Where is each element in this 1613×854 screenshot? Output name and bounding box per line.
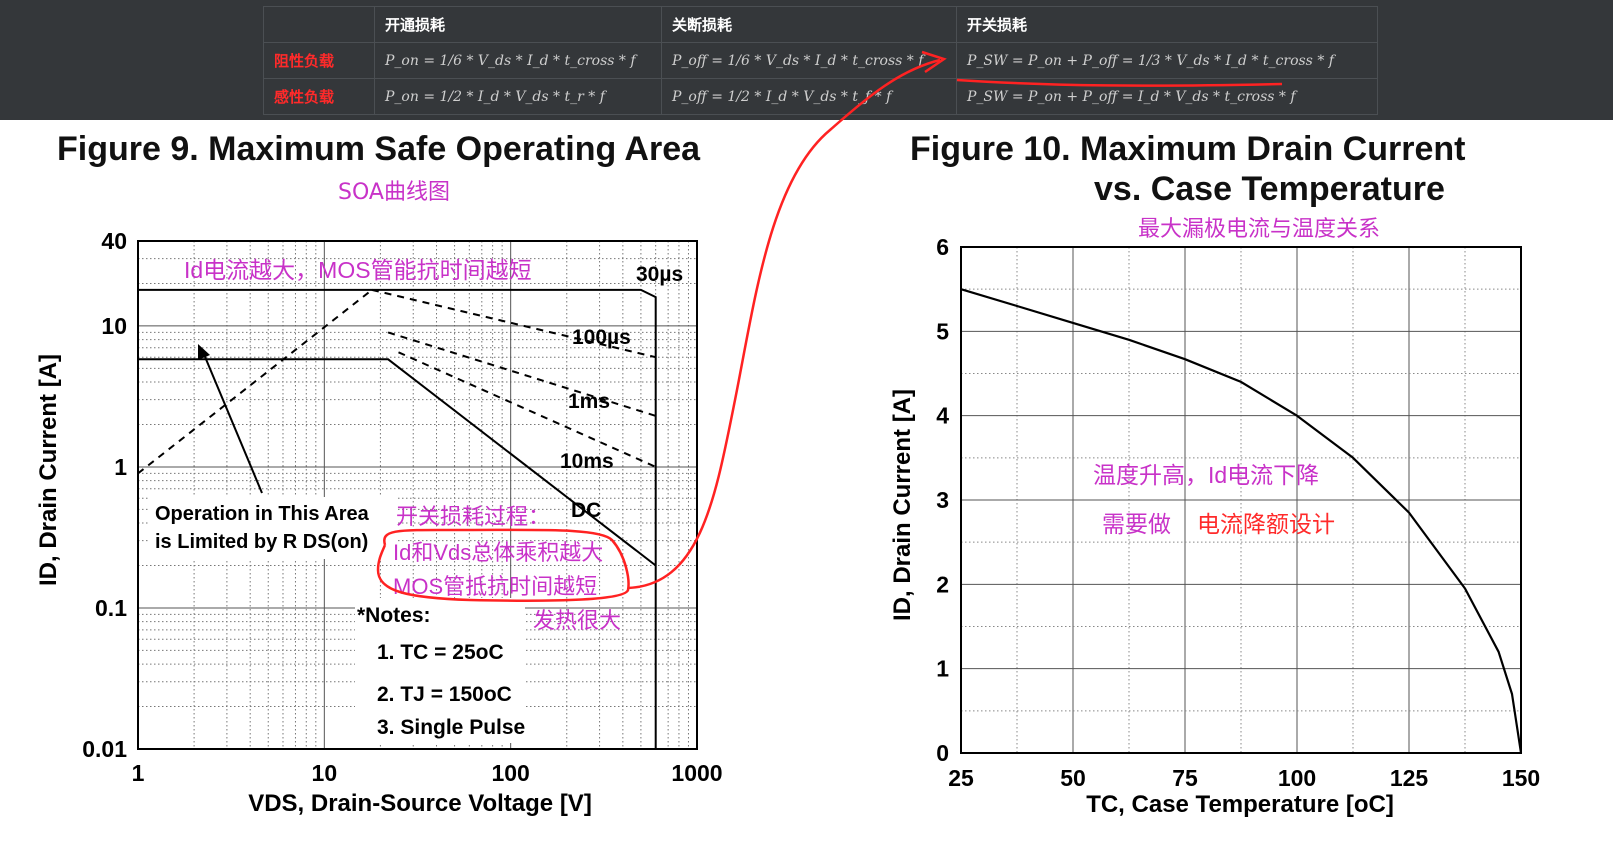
temp-y-tick-label: 5: [936, 318, 949, 344]
series-label-30us: 30µs: [636, 263, 683, 286]
annotation-current-time: Id电流越大，MOS管能抗时间越短: [184, 257, 532, 283]
annotation-switch-4: 发热很大: [533, 608, 621, 633]
soa-xlabel: VDS, Drain-Source Voltage [V]: [248, 790, 592, 817]
row-label-inductive: 感性负载: [263, 78, 375, 115]
fig10-title-line1: Figure 10. Maximum Drain Current: [910, 130, 1466, 168]
temp-x-tick-label: 125: [1390, 765, 1429, 791]
soa-series-line: [137, 289, 373, 475]
temp-x-tick-label: 25: [948, 765, 974, 791]
red-underline: [956, 78, 1283, 87]
temp-plot-frame: [960, 246, 1522, 754]
series-label-dc: DC: [571, 499, 601, 522]
soa-series-line: [138, 358, 657, 567]
annotation-derating: 电流降额设计: [1197, 511, 1335, 537]
temp-y-tick-label: 1: [936, 656, 949, 682]
annotation-switch-1: 开关损耗过程：: [396, 504, 550, 529]
table-header-empty: [263, 6, 375, 43]
formula-table: 开通损耗 关断损耗 开关损耗 阻性负载 P_on = 1/6 * V_ds * …: [0, 0, 1613, 120]
red-arrow-line: [627, 58, 941, 590]
soa-x-tick-label: 10: [312, 760, 338, 786]
fig9-title: Figure 9. Maximum Safe Operating Area: [57, 130, 701, 168]
soa-series-line: [371, 288, 656, 359]
note-2: 2. TJ = 150oC: [377, 683, 512, 706]
table-header-on: 开通损耗: [374, 6, 662, 43]
annotation-temp-rise: 温度升高，Id电流下降: [1093, 462, 1319, 488]
notes-title: *Notes:: [357, 604, 431, 627]
soa-y-tick-label: 0.01: [82, 736, 127, 762]
soa-y-tick-label: 10: [101, 313, 127, 339]
fig9-subtitle: SOA曲线图: [338, 180, 450, 205]
annotation-need: 需要做: [1102, 511, 1171, 537]
soa-plot-frame: [137, 240, 698, 750]
formula-on-inductive: P_on = 1/2 * I_d * V_ds * t_r * f: [374, 78, 662, 115]
red-highlight-loop: [376, 528, 630, 602]
soa-x-tick-label: 100: [491, 760, 529, 786]
temp-y-tick-label: 6: [936, 234, 949, 260]
temp-x-tick-label: 100: [1278, 765, 1316, 791]
operation-text-2: is Limited by R DS(on): [155, 531, 368, 553]
temp-y-tick-label: 2: [936, 571, 949, 597]
operation-text-1: Operation in This Area: [155, 503, 370, 525]
formula-off-inductive: P_off = 1/2 * I_d * V_ds * t_f * f: [661, 78, 957, 115]
soa-x-tick-label: 1000: [671, 760, 722, 786]
temp-series-line: [960, 288, 1523, 754]
operation-note-bg: [148, 497, 396, 559]
temp-ylabel: ID, Drain Current [A]: [889, 389, 916, 621]
soa-y-tick-label: 40: [101, 228, 127, 254]
notes-bg: [355, 598, 525, 743]
series-label-100us: 100µs: [572, 326, 631, 349]
soa-y-tick-label: 1: [114, 454, 127, 480]
soa-ylabel: ID, Drain Current [A]: [35, 354, 62, 586]
note-1: 1. TC = 25oC: [377, 641, 504, 664]
note-3: 3. Single Pulse: [377, 716, 525, 739]
temp-x-tick-label: 75: [1172, 765, 1198, 791]
annotation-switch-2: Id和Vds总体乘积越大: [393, 540, 603, 565]
operation-arrow: [202, 351, 263, 494]
formula-on-resistive: P_on = 1/6 * V_ds * I_d * t_cross * f: [374, 42, 662, 79]
arrow-head-icon: [198, 344, 210, 360]
temp-y-tick-label: 3: [936, 487, 949, 513]
soa-y-tick-label: 0.1: [95, 595, 127, 621]
temp-y-tick-label: 0: [936, 740, 949, 766]
soa-x-tick-label: 1: [132, 760, 145, 786]
annotation-switch-3: MOS管抵抗时间越短: [393, 574, 597, 599]
loss-table: 开通损耗 关断损耗 开关损耗 阻性负载 P_on = 1/6 * V_ds * …: [263, 6, 1378, 115]
temp-y-tick-label: 4: [936, 403, 949, 429]
soa-series-line: [138, 288, 657, 749]
temp-xlabel: TC, Case Temperature [oC]: [1086, 791, 1394, 818]
red-arrow-head-icon: [921, 50, 947, 74]
series-label-1ms: 1ms: [568, 390, 610, 413]
fig10-title-line2: vs. Case Temperature: [1094, 170, 1445, 208]
soa-series-line: [398, 351, 657, 468]
formula-sw-resistive: P_SW = P_on + P_off = 1/3 * V_ds * I_d *…: [956, 42, 1378, 79]
temp-x-tick-label: 50: [1060, 765, 1086, 791]
temp-x-tick-label: 150: [1502, 765, 1540, 791]
fig10-subtitle: 最大漏极电流与温度关系: [1138, 217, 1381, 242]
series-label-10ms: 10ms: [560, 450, 614, 473]
